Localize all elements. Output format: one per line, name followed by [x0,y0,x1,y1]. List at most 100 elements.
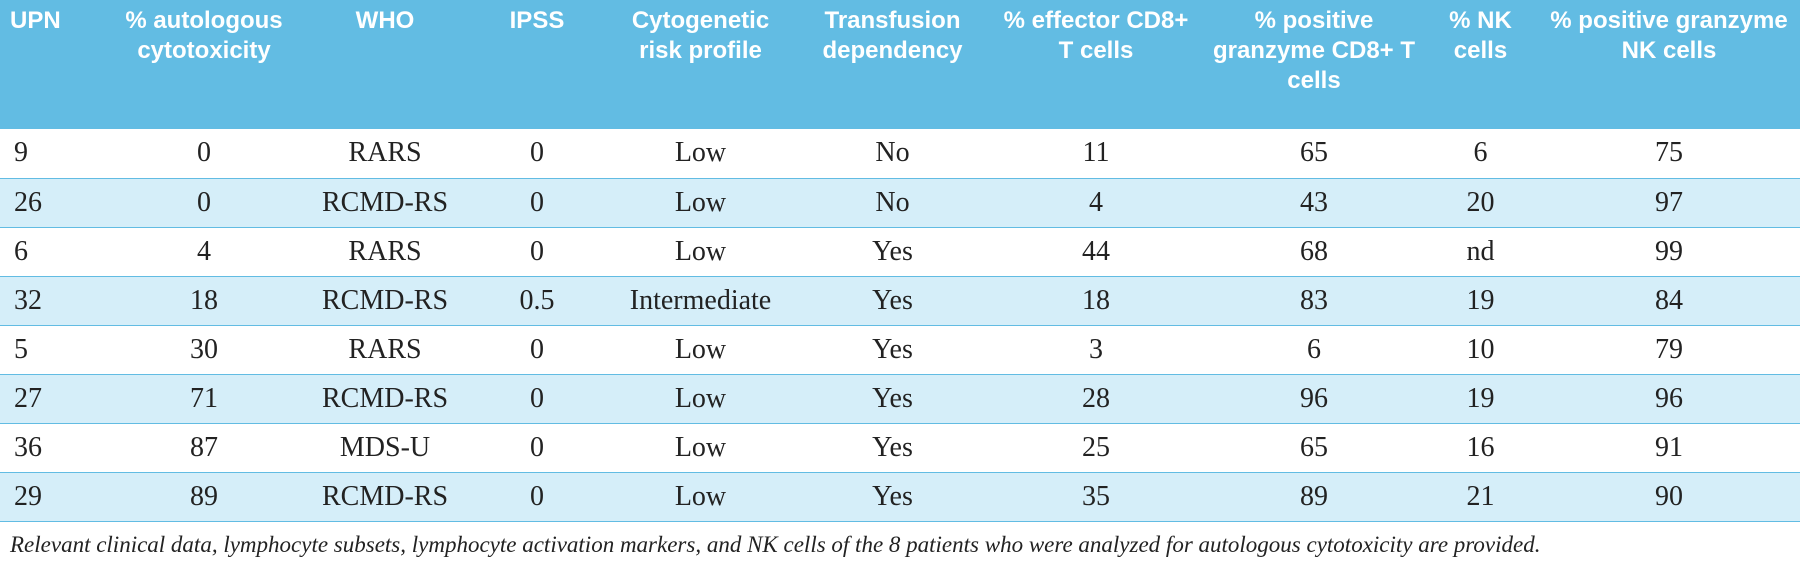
table-cell: 9 [0,129,109,179]
table-cell: 5 [0,325,109,375]
table-cell: 36 [0,423,109,473]
table-cell: 89 [109,472,299,522]
table-cell: Yes [798,276,987,326]
column-header: IPSS [471,0,603,129]
table-cell: No [798,129,987,179]
table-cell: No [798,178,987,228]
table-cell: 32 [0,276,109,326]
column-header: % NK cells [1423,0,1538,129]
table-cell: 6 [1423,129,1538,179]
table-cell: RCMD-RS [299,178,471,228]
table-row: 36 87 MDS-U 0 Low Yes 25 65 16 91 [0,423,1800,473]
table-cell: 44 [987,227,1205,277]
table-cell: Yes [798,374,987,424]
table-cell: 97 [1538,178,1800,228]
table-cell: 4 [109,227,299,277]
table-cell: 87 [109,423,299,473]
table-body: 9 0 RARS 0 Low No 11 65 6 75 26 0 RCMD-RS 0 Low No 4 43 20… [0,129,1800,522]
column-header: Transfusion dependency [798,0,987,129]
table-cell: 30 [109,325,299,375]
table-cell: 91 [1538,423,1800,473]
table-cell: 3 [987,325,1205,375]
table-cell: RARS [299,129,471,179]
table-cell: RCMD-RS [299,276,471,326]
table-cell: RCMD-RS [299,472,471,522]
table-cell: 96 [1205,374,1423,424]
table-cell: 84 [1538,276,1800,326]
table-header: UPN% autologous cytotoxicity WHO IPSS Cytog… [0,0,1800,129]
table-cell: Low [603,423,798,473]
table-row: 5 30 RARS 0 Low Yes 3 6 10 79 [0,325,1800,375]
table-row: 26 0 RCMD-RS 0 Low No 4 43 20 97 [0,178,1800,228]
table-cell: Low [603,472,798,522]
column-header: % positive granzyme CD8+ T cells [1205,0,1423,129]
table-row: 9 0 RARS 0 Low No 11 65 6 75 [0,129,1800,179]
column-header: WHO [299,0,471,129]
table-row: 32 18 RCMD-RS 0.5 Intermediate Yes 18 83 19 84 [0,276,1800,326]
table-cell: 0 [471,325,603,375]
table-cell: Low [603,129,798,179]
table-cell: MDS-U [299,423,471,473]
table-row: 27 71 RCMD-RS 0 Low Yes 28 96 19 96 [0,374,1800,424]
table-cell: 83 [1205,276,1423,326]
table-cell: 68 [1205,227,1423,277]
table-cell: 75 [1538,129,1800,179]
table-cell: RARS [299,227,471,277]
table-cell: 4 [987,178,1205,228]
table-cell: Low [603,374,798,424]
table-cell: 18 [987,276,1205,326]
table-cell: 6 [1205,325,1423,375]
table-cell: 19 [1423,374,1538,424]
header-row: UPN% autologous cytotoxicity WHO IPSS Cytog… [0,0,1800,129]
table-cell: 25 [987,423,1205,473]
table-cell: Yes [798,423,987,473]
table-cell: nd [1423,227,1538,277]
table-cell: 90 [1538,472,1800,522]
table-cell: 65 [1205,129,1423,179]
table-cell: 29 [0,472,109,522]
table-cell: Intermediate [603,276,798,326]
column-header: % autologous cytotoxicity [109,0,299,129]
table-cell: 79 [1538,325,1800,375]
table-cell: Yes [798,325,987,375]
table-cell: Yes [798,227,987,277]
table-cell: 99 [1538,227,1800,277]
table-cell: 89 [1205,472,1423,522]
table-cell: 35 [987,472,1205,522]
table-cell: 0 [109,129,299,179]
table-cell: 0 [471,472,603,522]
table-cell: 71 [109,374,299,424]
column-header: % effector CD8+ T cells [987,0,1205,129]
table-cell: 0 [471,178,603,228]
table-cell: 0 [109,178,299,228]
table-cell: 27 [0,374,109,424]
table-cell: RCMD-RS [299,374,471,424]
table-cell: 43 [1205,178,1423,228]
data-table: UPN% autologous cytotoxicity WHO IPSS Cytog… [0,0,1800,522]
table-cell: 0 [471,423,603,473]
table-cell: Low [603,227,798,277]
table-cell: 20 [1423,178,1538,228]
table-caption: Relevant clinical data, lymphocyte subse… [10,531,1541,557]
table-cell: 11 [987,129,1205,179]
column-header: UPN [0,0,109,129]
table-cell: 21 [1423,472,1538,522]
table-cell: 65 [1205,423,1423,473]
table-cell: 0 [471,227,603,277]
table-cell: 10 [1423,325,1538,375]
table-cell: Low [603,178,798,228]
table-cell: 96 [1538,374,1800,424]
table-cell: 6 [0,227,109,277]
table-cell: 16 [1423,423,1538,473]
column-header: % positive granzyme NK cells [1538,0,1800,129]
table-cell: 26 [0,178,109,228]
table-row: 29 89 RCMD-RS 0 Low Yes 35 89 21 90 [0,472,1800,522]
table-cell: Yes [798,472,987,522]
table-cell: 0 [471,129,603,179]
table-cell: 19 [1423,276,1538,326]
column-header: Cytogenetic risk profile [603,0,798,129]
table-cell: RARS [299,325,471,375]
table-cell: 0.5 [471,276,603,326]
